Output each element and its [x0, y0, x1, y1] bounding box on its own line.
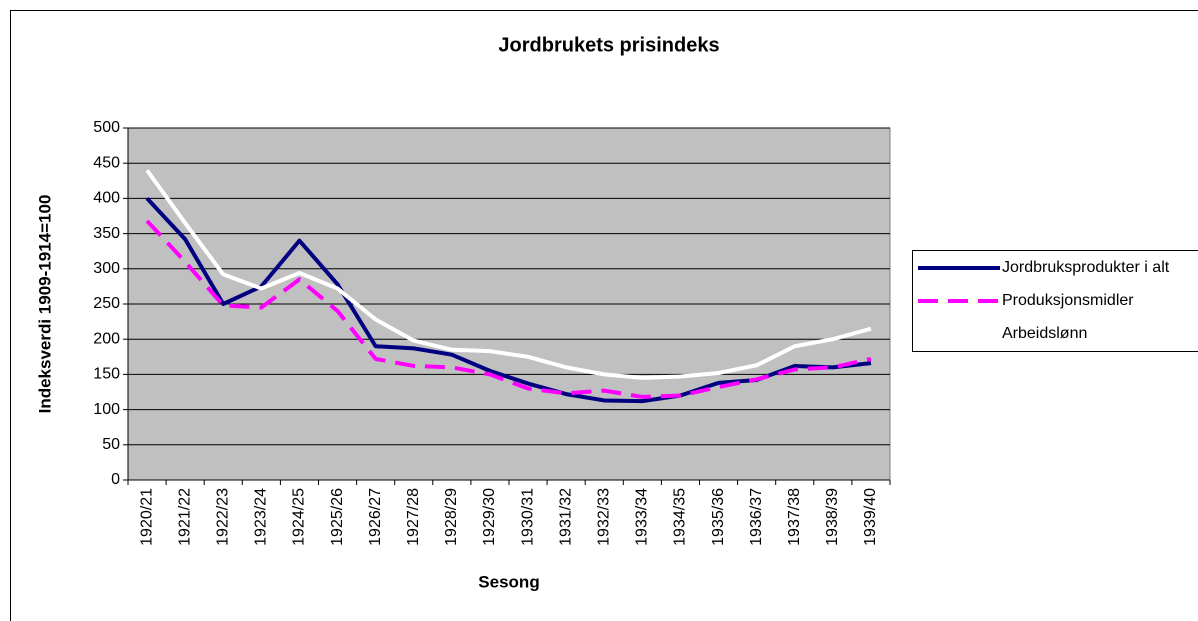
x-tick-label: 1931/32	[557, 488, 574, 546]
x-tick-label: 1925/26	[329, 488, 346, 546]
x-tick-label: 1936/37	[748, 488, 765, 546]
line-series	[145, 219, 872, 399]
x-tick-label: 1939/40	[862, 488, 879, 546]
x-tick-label: 1927/28	[405, 488, 422, 546]
x-tick-label: 1932/33	[595, 488, 612, 546]
x-tick-label: 1920/21	[138, 488, 155, 546]
y-tick-label: 300	[93, 260, 120, 277]
legend-label: Jordbruksprodukter i alt	[1002, 259, 1170, 276]
y-tick-label: 250	[93, 295, 120, 312]
legend-label: Produksjonsmidler	[1002, 292, 1134, 309]
y-tick-label: 0	[111, 471, 120, 488]
legend-label: Arbeidslønn	[1002, 325, 1087, 342]
x-tick-label: 1938/39	[824, 488, 841, 546]
x-tick-label: 1926/27	[367, 488, 384, 546]
y-tick-label: 400	[93, 190, 120, 207]
y-tick-label: 500	[93, 119, 120, 136]
x-tick-label: 1923/24	[253, 488, 270, 546]
x-tick-label: 1937/38	[786, 488, 803, 546]
chart-title: Jordbrukets prisindeks	[498, 34, 719, 56]
x-tick-label: 1922/23	[214, 488, 231, 546]
x-tick-label: 1935/36	[710, 488, 727, 546]
x-tick-label: 1930/31	[519, 488, 536, 546]
x-tick-label: 1934/35	[672, 488, 689, 546]
x-tick-label: 1933/34	[634, 488, 651, 546]
y-tick-label: 50	[102, 436, 120, 453]
x-tick-label: 1924/25	[291, 488, 308, 546]
y-tick-label: 450	[93, 154, 120, 171]
y-tick-label: 200	[93, 330, 120, 347]
x-tick-label: 1921/22	[176, 488, 193, 546]
line-series	[145, 169, 872, 380]
x-tick-label: 1928/29	[443, 488, 460, 546]
y-tick-label: 350	[93, 225, 120, 242]
x-tick-label: 1929/30	[481, 488, 498, 546]
y-tick-label: 150	[93, 366, 120, 383]
x-axis-label: Sesong	[478, 572, 539, 591]
y-tick-label: 100	[93, 401, 120, 418]
y-axis-label: Indeksverdi 1909-1914=100	[35, 195, 54, 414]
